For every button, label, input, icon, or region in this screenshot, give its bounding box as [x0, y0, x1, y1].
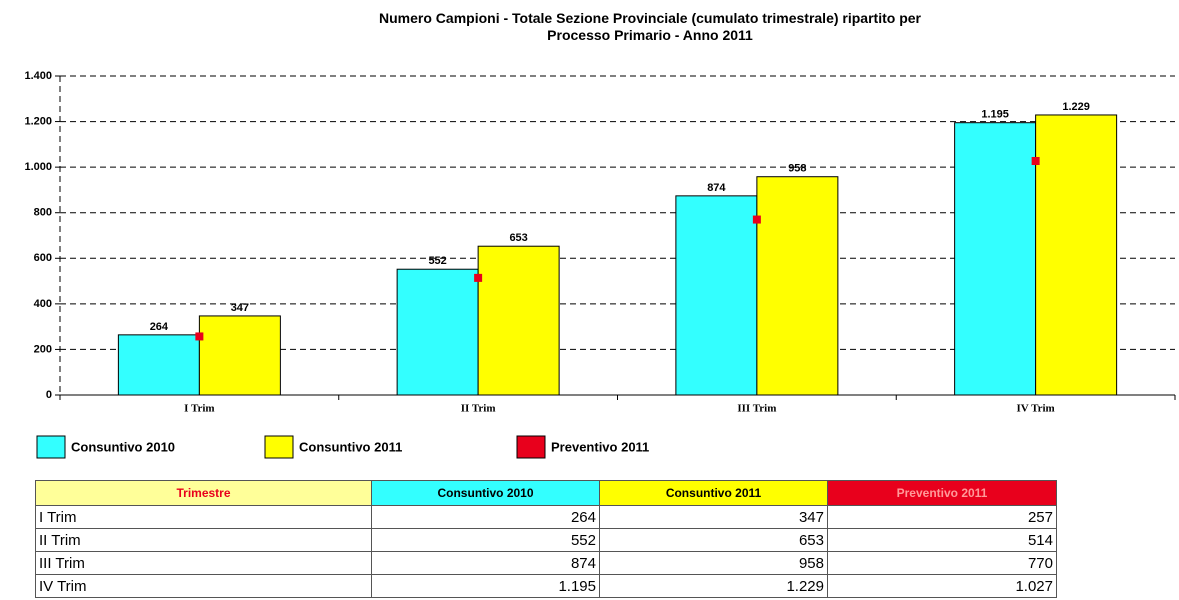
x-tick-label: III Trim	[737, 403, 776, 415]
value-label: 958	[788, 163, 806, 175]
table-row: III Trim 874 958 770	[35, 551, 1057, 575]
y-tick-label: 800	[34, 207, 52, 219]
table-cell: 874	[371, 551, 600, 575]
bar	[954, 122, 1037, 396]
value-label: 552	[428, 255, 446, 267]
bar	[1035, 114, 1118, 396]
table-row: II Trim 552 653 514	[35, 528, 1057, 552]
x-tick-label: II Trim	[461, 403, 496, 415]
table-cell: 552	[371, 528, 600, 552]
y-tick-label: 400	[34, 298, 52, 310]
marker	[752, 215, 761, 224]
y-tick-label: 1.200	[24, 115, 52, 127]
table-cell: 264	[371, 505, 600, 529]
bar	[396, 268, 479, 396]
marker	[474, 273, 483, 282]
table-cell: IV Trim	[35, 574, 372, 598]
table-cell: 958	[599, 551, 828, 575]
bar	[477, 245, 560, 396]
value-label: 1.229	[1062, 101, 1090, 113]
table-cell: 257	[827, 505, 1057, 529]
table-cell: 1.229	[599, 574, 828, 598]
chart-title: Numero Campioni - Totale Sezione Provinc…	[379, 10, 921, 43]
y-tick-label: 1.400	[24, 70, 52, 82]
value-label: 653	[509, 232, 527, 244]
table-cell: 347	[599, 505, 828, 529]
table-row: I Trim 264 347 257	[35, 505, 1057, 529]
table-cell: 653	[599, 528, 828, 552]
header-cell: Consuntivo 2010	[371, 480, 600, 506]
chart: 0 200 400 600 800 1.000 1.200 1.400 I Trim 264 347…	[24, 70, 1176, 459]
legend-swatch	[516, 435, 546, 459]
legend-label: Consuntivo 2011	[299, 439, 402, 454]
header-row: Trimestre Consuntivo 2010 Consuntivo 2011 P…	[35, 480, 1057, 506]
table-row: IV Trim 1.195 1.229 1.027	[35, 574, 1057, 598]
header-cell: Consuntivo 2011	[599, 480, 828, 506]
value-label: 1.195	[981, 109, 1009, 121]
data-table: Trimestre Consuntivo 2010 Consuntivo 2011 P…	[35, 480, 1057, 598]
x-tick-label: IV Trim	[1017, 403, 1055, 415]
bar	[117, 334, 200, 396]
value-label: 347	[231, 302, 249, 314]
value-label: 874	[707, 182, 726, 194]
legend-label: Consuntivo 2010	[71, 439, 175, 454]
marker	[195, 332, 204, 341]
header-cell: Preventivo 2011	[827, 480, 1057, 506]
table-cell: I Trim	[35, 505, 372, 529]
x-tick-label: I Trim	[184, 403, 214, 415]
y-tick-label: 1.000	[24, 161, 52, 173]
y-tick-label: 200	[34, 343, 52, 355]
bar	[675, 195, 758, 396]
bar	[198, 315, 281, 396]
marker	[1031, 156, 1040, 165]
legend-label: Preventivo 2011	[551, 439, 649, 454]
y-tick-label: 600	[34, 252, 52, 264]
table-cell: 1.195	[371, 574, 600, 598]
table-cell: 770	[827, 551, 1057, 575]
bar	[756, 176, 839, 396]
table-cell: 1.027	[827, 574, 1057, 598]
table-cell: III Trim	[35, 551, 372, 575]
legend-swatch	[36, 435, 66, 459]
legend-swatch	[264, 435, 294, 459]
value-label: 264	[150, 321, 169, 333]
header-cell: Trimestre	[35, 480, 372, 506]
table-cell: II Trim	[35, 528, 372, 552]
table-cell: 514	[827, 528, 1057, 552]
y-tick-label: 0	[46, 389, 52, 401]
